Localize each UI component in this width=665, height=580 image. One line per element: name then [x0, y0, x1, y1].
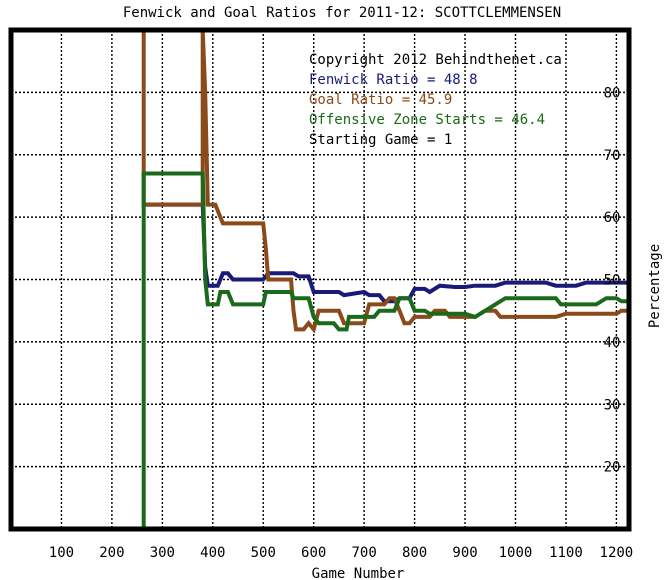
y-tick-labels: 20 30 40 50 60 70 80	[604, 85, 621, 475]
annotation-line: Starting Game = 1	[309, 132, 452, 148]
x-tick-label: 1000	[499, 545, 533, 561]
x-tick-label: 700	[351, 545, 376, 561]
x-tick-label: 600	[301, 545, 326, 561]
x-tick-label: 200	[99, 545, 124, 561]
x-tick-label: 800	[402, 545, 427, 561]
x-tick-label: 1200	[600, 545, 634, 561]
y-tick-label: 70	[604, 148, 621, 164]
series-line-offensive-zone-starts	[141, 171, 629, 529]
x-tick-label: 300	[150, 545, 175, 561]
x-axis-label: Game Number	[312, 566, 405, 580]
annotation-line: Fenwick Ratio = 48.8	[309, 72, 478, 88]
y-tick-label: 60	[604, 210, 621, 226]
annotation-line: Offensive Zone Starts = 46.4	[309, 112, 545, 128]
x-tick-label: 900	[452, 545, 477, 561]
x-tick-labels: 100 200 300 400 500 600 700 800 900 1000 1100 1200	[49, 545, 633, 561]
chart-series-group	[141, 29, 629, 529]
y-axis-label: Percentage	[647, 244, 663, 328]
x-tick-label: 400	[200, 545, 225, 561]
chart-annotations: Copyright 2012 Behindthenet.ca Fenwick Ra…	[309, 52, 562, 148]
y-tick-label: 20	[604, 460, 621, 476]
y-tick-label: 40	[604, 335, 621, 351]
plot-frame	[8, 27, 632, 532]
y-tick-label: 50	[604, 273, 621, 289]
annotation-line: Copyright 2012 Behindthenet.ca	[309, 52, 562, 68]
series-line-fenwick-ratio	[143, 202, 629, 304]
chart-title: Fenwick and Goal Ratios for 2011-12: SCO…	[123, 5, 561, 21]
x-tick-label: 500	[251, 545, 276, 561]
chart-grid	[11, 30, 629, 529]
annotation-line: Goal Ratio = 45.9	[309, 92, 452, 108]
y-tick-label: 80	[604, 85, 621, 101]
x-tick-label: 100	[49, 545, 74, 561]
y-tick-label: 30	[604, 397, 621, 413]
x-tick-label: 1100	[549, 545, 583, 561]
